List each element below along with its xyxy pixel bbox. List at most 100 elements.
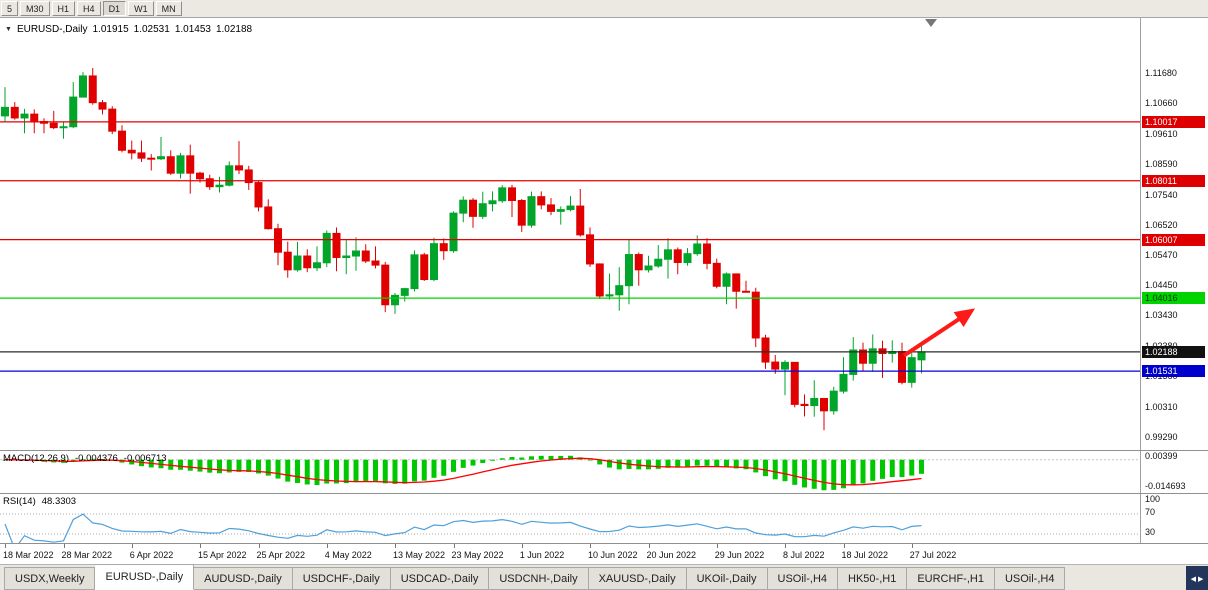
macd-histogram-bar [675,459,681,468]
time-axis-tick [200,544,201,548]
macd-histogram-bar [275,459,281,479]
macd-axis-top-label: 0.00399 [1145,451,1178,461]
macd-histogram-bar [421,459,427,481]
tab-usoil-h4[interactable]: USOil-,H4 [767,567,839,590]
macd-histogram-bar [343,459,349,484]
bear-candle [634,254,643,271]
macd-histogram-bar [909,459,915,476]
macd-histogram-bar [246,459,252,473]
timeframe-button-h4[interactable]: H4 [77,1,101,16]
bear-candle [10,106,19,119]
tab-scroll-right-icon[interactable]: ▶ [1198,575,1204,583]
timeframe-button-m30[interactable]: M30 [20,1,50,16]
bear-candle [586,234,594,265]
bull-candle [722,273,731,287]
bull-candle [79,75,87,98]
tab-scroll-buttons[interactable]: ◀ ▶ [1186,566,1208,590]
chart-symbol-period: EURUSD-,Daily [16,24,88,35]
tab-xauusd-daily[interactable]: XAUUSD-,Daily [588,567,687,590]
macd-histogram-bar [168,459,174,470]
macd-histogram-bar [256,459,261,474]
date-label: 10 Jun 2022 [588,550,638,560]
bear-candle [751,291,760,339]
bull-candle [293,255,302,271]
bull-candle [654,258,663,267]
macd-histogram-bar [295,459,300,483]
macd-histogram-bar [850,459,856,486]
macd-name: MACD(12,26,9) [3,453,69,464]
macd-histogram-bar [265,459,271,476]
chart-collapse-icon[interactable]: ▼ [5,26,12,33]
tab-usoil-h4[interactable]: USOil-,H4 [994,567,1066,590]
time-axis-tick [590,544,591,548]
macd-panel: MACD(12,26,9) -0.004376 -0.006713 0.0039… [0,450,1208,493]
date-label: 29 Jun 2022 [714,550,765,560]
bull-candle [400,288,409,296]
bear-candle [439,243,448,252]
tab-eurchf-h1[interactable]: EURCHF-,H1 [907,567,995,590]
price-axis-label: 1.08590 [1145,158,1178,169]
macd-histogram-bar [382,459,388,484]
time-axis-tick [785,544,786,548]
bear-candle [88,75,97,104]
timeframe-button-w1[interactable]: W1 [128,1,154,16]
macd-histogram-bar [519,457,525,460]
timeframe-button-h1[interactable]: H1 [51,1,76,16]
bear-candle [761,337,770,363]
tab-usdcnh-daily[interactable]: USDCNH-,Daily [489,567,589,590]
ohlc-high: 1.02531 [133,24,170,35]
rsi-value: 48.3303 [41,496,77,507]
bull-candle [225,165,234,186]
bull-candle [527,196,536,226]
trend-arrow[interactable] [902,308,976,358]
macd-histogram-bar [558,455,564,460]
macd-histogram-bar [304,459,310,485]
timeframe-button-5[interactable]: 5 [1,1,19,16]
tab-usdchf-daily[interactable]: USDCHF-,Daily [292,567,391,590]
macd-histogram-bar [460,459,466,468]
bull-candle [59,126,68,129]
bull-candle [215,184,224,188]
tab-usdcad-daily[interactable]: USDCAD-,Daily [390,567,490,590]
price-axis-label: 1.10660 [1145,97,1178,108]
macd-histogram-bar [841,459,846,489]
timeframe-button-mn[interactable]: MN [155,1,182,16]
macd-histogram-bar [655,459,661,469]
macd-histogram-bar [597,459,603,465]
rsi-line [4,513,922,544]
rsi-label: RSI(14) 48.3303 [3,496,76,507]
bear-candle [381,264,390,306]
date-label: 15 Apr 2022 [198,550,247,560]
bull-candle [868,348,877,364]
bear-candle [235,165,243,171]
bull-candle [478,203,487,217]
price-line-badge: 1.06007 [1142,233,1205,246]
bull-candle [391,294,399,306]
chart-shift-marker[interactable] [925,19,937,27]
macd-main-value: -0.004376 [75,453,118,464]
time-axis-tick [5,544,6,548]
bull-candle [313,262,321,269]
tab-eurusd-daily[interactable]: EURUSD-,Daily [95,564,195,590]
macd-histogram-bar [919,459,924,474]
price-axis: 1.11680 1.10660 1.09610 1.08590 1.07540 1.065… [1140,18,1208,450]
tab-ukoil-daily[interactable]: UKOil-,Daily [686,567,768,590]
macd-label: MACD(12,26,9) -0.004376 -0.006713 [3,453,167,464]
time-axis-tick [395,544,396,548]
tab-usdx-weekly[interactable]: USDX,Weekly [4,567,96,590]
macd-histogram-bar [529,456,534,460]
macd-histogram-bar [178,459,183,470]
macd-histogram-bar [733,459,739,469]
macd-histogram-bar [236,459,242,472]
tab-scroll-left-icon[interactable]: ◀ [1190,575,1196,583]
bull-candle [907,357,916,383]
tab-hk50-h1[interactable]: HK50-,H1 [838,567,908,590]
tab-audusd-daily[interactable]: AUDUSD-,Daily [194,567,293,590]
macd-histogram-bar [412,459,417,482]
timeframe-button-d1[interactable]: D1 [102,1,127,16]
chart-title: ▼ EURUSD-,Daily 1.01915 1.02531 1.01453 … [5,24,252,35]
macd-histogram-bar [548,455,554,460]
bear-candle [264,206,273,230]
macd-histogram-bar [363,459,369,482]
